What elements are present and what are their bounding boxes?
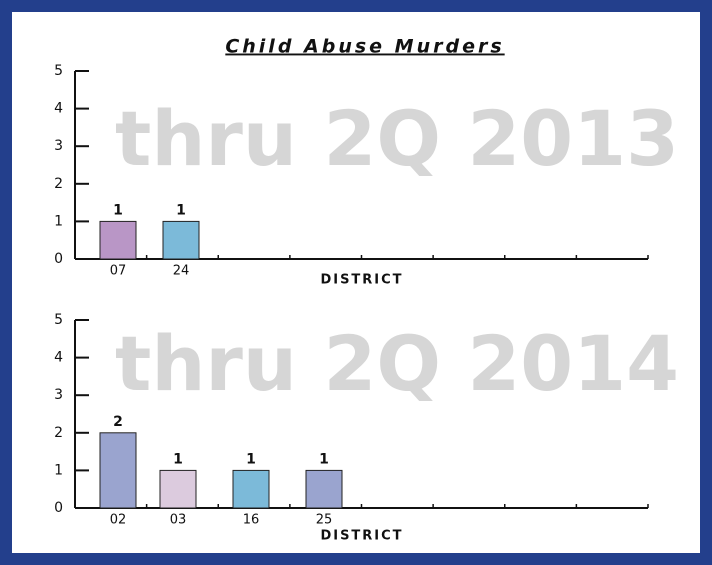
- value-label: 1: [173, 451, 183, 467]
- value-label: 1: [176, 202, 186, 218]
- y-tick-label: 0: [54, 500, 63, 516]
- y-tick-label: 5: [54, 63, 63, 79]
- y-tick-label: 4: [54, 101, 63, 117]
- bar: [99, 220, 137, 260]
- bar: [232, 469, 270, 509]
- x-tick-label: 24: [173, 264, 190, 279]
- x-axis-title: DISTRICT: [320, 529, 403, 544]
- value-label: 1: [246, 451, 256, 467]
- bar: [159, 469, 197, 509]
- y-tick-label: 5: [54, 312, 63, 328]
- bar: [99, 432, 137, 509]
- y-tick-label: 1: [54, 213, 63, 229]
- x-tick-label: 02: [110, 513, 127, 528]
- x-tick-label: 03: [170, 513, 187, 528]
- y-tick-label: 1: [54, 462, 63, 478]
- chart-title: Child Abuse Murders: [225, 36, 504, 58]
- watermark: thru 2Q 2013: [115, 94, 679, 183]
- y-tick-label: 0: [54, 251, 63, 267]
- value-label: 1: [113, 202, 123, 218]
- x-tick-label: 25: [316, 513, 333, 528]
- bar: [305, 469, 343, 509]
- value-label: 2: [113, 414, 123, 430]
- y-tick-label: 2: [54, 425, 63, 441]
- bar: [162, 220, 200, 260]
- watermark: thru 2Q 2014: [115, 319, 679, 408]
- value-label: 1: [319, 451, 329, 467]
- x-tick-label: 07: [110, 264, 127, 279]
- x-axis-title: DISTRICT: [320, 273, 403, 288]
- y-tick-label: 4: [54, 350, 63, 366]
- x-tick-label: 16: [243, 513, 260, 528]
- y-tick-label: 2: [54, 176, 63, 192]
- y-tick-label: 3: [54, 138, 63, 154]
- y-tick-label: 3: [54, 387, 63, 403]
